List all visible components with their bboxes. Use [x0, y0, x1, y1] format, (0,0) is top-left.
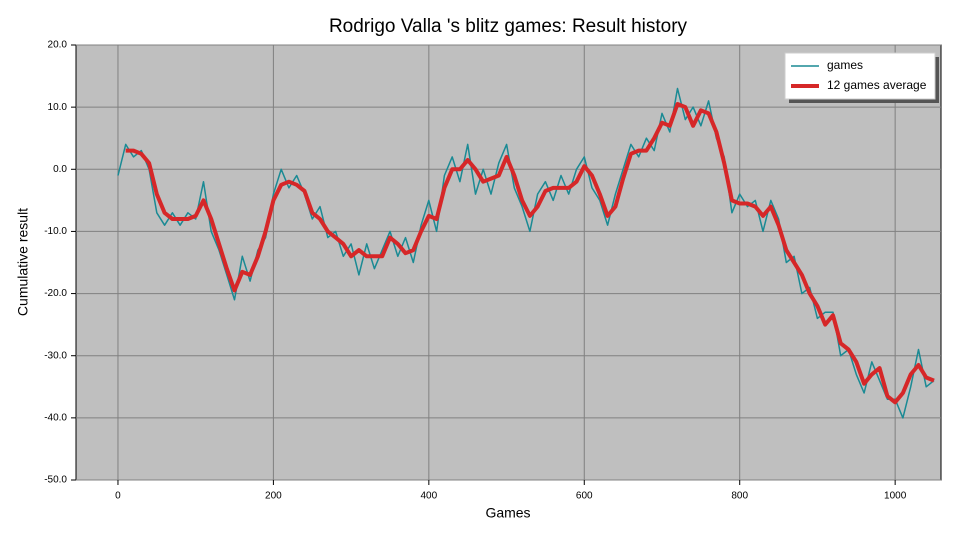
y-axis-label: Cumulative result	[15, 208, 31, 316]
x-tick-label: 0	[115, 491, 121, 502]
legend	[784, 52, 936, 100]
legend-label: games	[827, 58, 863, 72]
y-tick-label: 10.0	[48, 102, 68, 113]
x-tick-label: 600	[576, 491, 593, 502]
x-tick-label: 400	[420, 491, 437, 502]
y-tick-label: -30.0	[44, 350, 67, 361]
y-tick-label: -50.0	[44, 475, 67, 486]
series-line	[125, 102, 935, 405]
y-tick-label: -10.0	[44, 226, 67, 237]
x-tick-label: 1000	[884, 491, 907, 502]
y-tick-label: -20.0	[44, 288, 67, 299]
legend-label: 12 games average	[827, 78, 927, 92]
plot-area	[75, 44, 942, 481]
y-tick-label: 20.0	[48, 40, 68, 51]
y-tick-label: 0.0	[53, 164, 67, 175]
y-tick-label: -40.0	[44, 412, 67, 423]
x-axis-label: Games	[485, 505, 530, 521]
x-tick-label: 800	[731, 491, 748, 502]
x-tick-label: 200	[265, 491, 282, 502]
chart-title: Rodrigo Valla 's blitz games: Result his…	[329, 16, 688, 37]
